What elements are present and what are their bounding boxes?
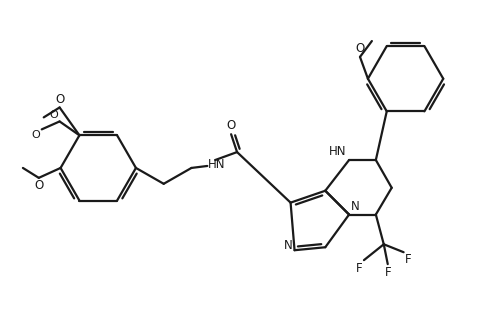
Text: N: N	[284, 239, 293, 252]
Text: O: O	[55, 93, 64, 107]
Text: O: O	[355, 42, 364, 55]
Text: F: F	[404, 253, 411, 266]
Text: O: O	[34, 179, 43, 192]
Text: O: O	[31, 130, 40, 140]
Text: F: F	[356, 262, 363, 275]
Text: N: N	[351, 200, 360, 213]
Text: O: O	[50, 110, 59, 120]
Text: HN: HN	[329, 145, 346, 158]
Text: HN: HN	[208, 158, 226, 172]
Text: O: O	[226, 119, 236, 132]
Text: F: F	[384, 266, 391, 279]
